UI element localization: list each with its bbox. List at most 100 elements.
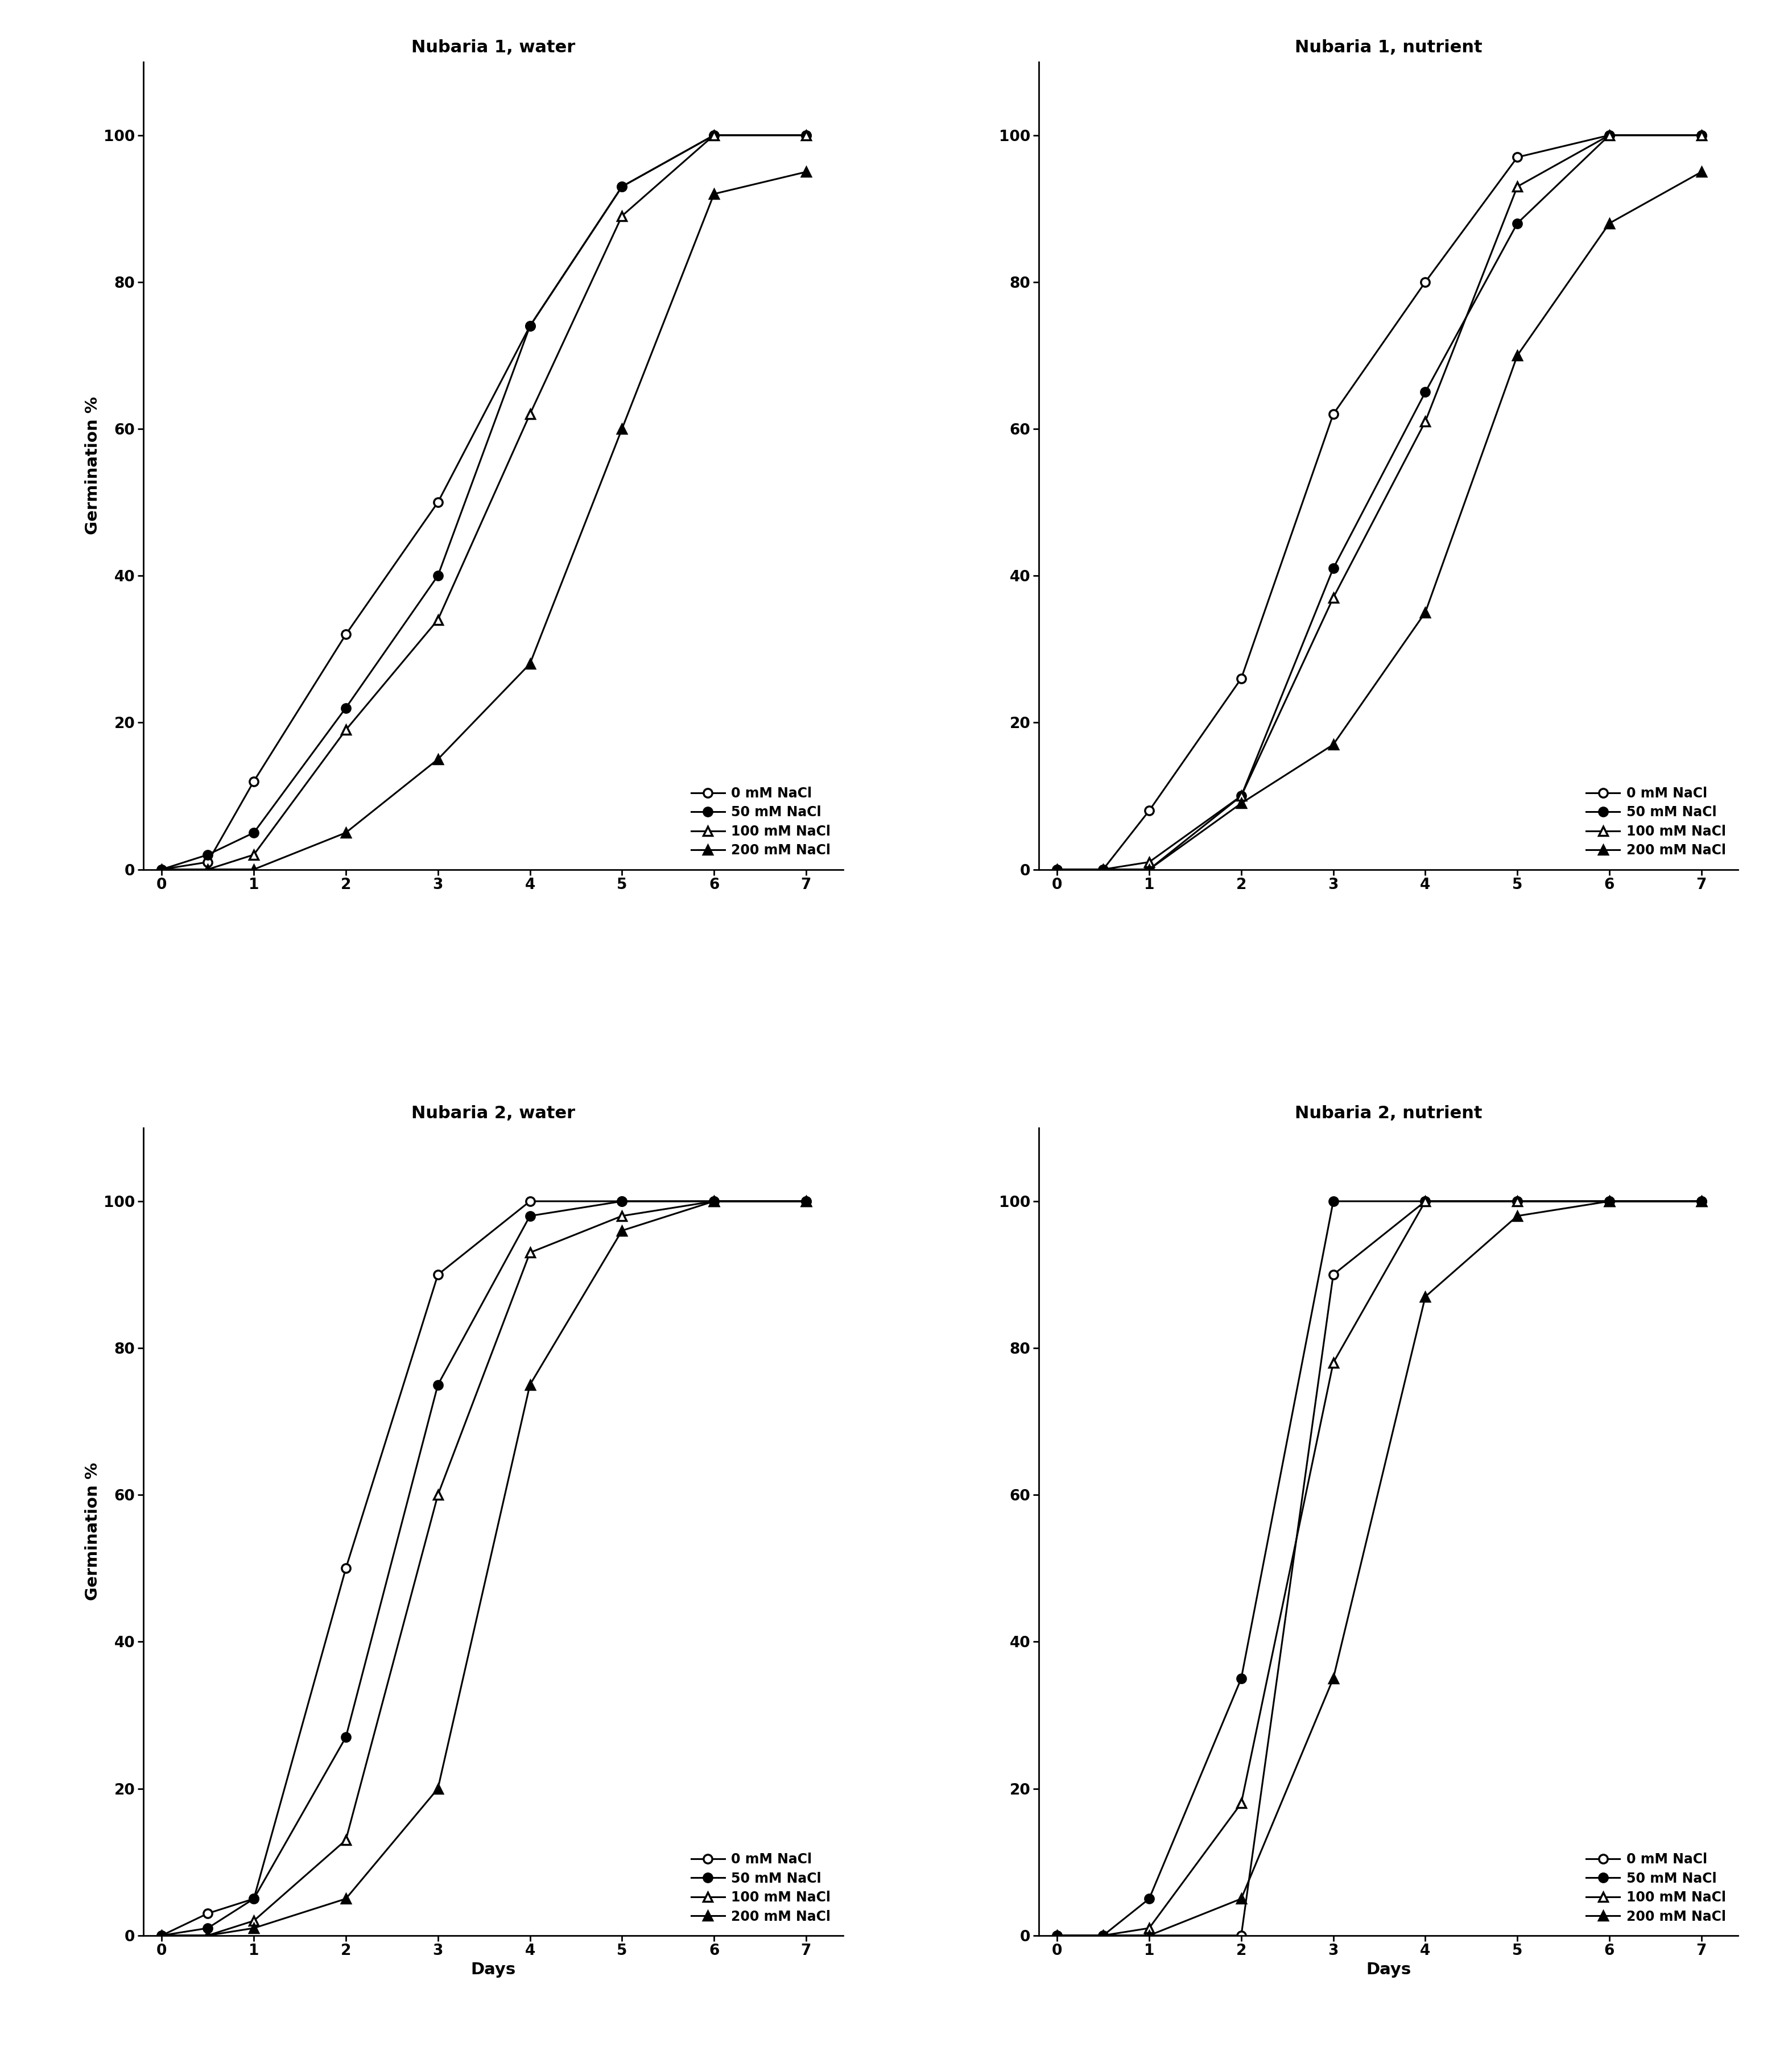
Legend: 0 mM NaCl, 50 mM NaCl, 100 mM NaCl, 200 mM NaCl: 0 mM NaCl, 50 mM NaCl, 100 mM NaCl, 200 … [686,780,837,863]
100 mM NaCl [244,1909,265,1933]
50 mM NaCl [796,1188,817,1213]
50 mM NaCl [611,175,633,200]
100 mM NaCl [1322,585,1344,609]
100 mM NaCl [611,204,633,229]
50 mM NaCl [1507,1188,1529,1213]
200 mM NaCl [611,1219,633,1244]
0 mM NaCl [426,1262,448,1287]
0 mM NaCl [1093,857,1115,881]
200 mM NaCl [1138,1923,1159,1948]
Line: 0 mM NaCl: 0 mM NaCl [1052,1196,1706,1940]
200 mM NaCl [151,1923,172,1948]
0 mM NaCl [335,1557,357,1581]
Legend: 0 mM NaCl, 50 mM NaCl, 100 mM NaCl, 200 mM NaCl: 0 mM NaCl, 50 mM NaCl, 100 mM NaCl, 200 … [1581,1847,1731,1929]
0 mM NaCl [1093,1923,1115,1948]
50 mM NaCl [702,1188,724,1213]
50 mM NaCl [197,1915,219,1940]
0 mM NaCl [1138,799,1159,824]
Line: 100 mM NaCl: 100 mM NaCl [158,1196,810,1940]
200 mM NaCl [1598,210,1620,235]
200 mM NaCl [520,1373,541,1398]
200 mM NaCl [1507,1205,1529,1229]
0 mM NaCl [151,1923,172,1948]
200 mM NaCl [520,651,541,675]
0 mM NaCl [1231,1923,1253,1948]
50 mM NaCl [1138,1886,1159,1911]
Line: 0 mM NaCl: 0 mM NaCl [158,1196,810,1940]
200 mM NaCl [1690,1188,1711,1213]
50 mM NaCl [1507,210,1529,235]
50 mM NaCl [1414,1188,1435,1213]
0 mM NaCl [244,768,265,793]
0 mM NaCl [520,1188,541,1213]
200 mM NaCl [1231,791,1253,815]
100 mM NaCl [1690,124,1711,148]
0 mM NaCl [1690,1188,1711,1213]
Line: 200 mM NaCl: 200 mM NaCl [1052,1196,1706,1940]
200 mM NaCl [426,747,448,772]
200 mM NaCl [702,181,724,206]
0 mM NaCl [151,857,172,881]
0 mM NaCl [1231,667,1253,692]
100 mM NaCl [151,1923,172,1948]
100 mM NaCl [1093,1923,1115,1948]
0 mM NaCl [244,1886,265,1911]
Legend: 0 mM NaCl, 50 mM NaCl, 100 mM NaCl, 200 mM NaCl: 0 mM NaCl, 50 mM NaCl, 100 mM NaCl, 200 … [1581,780,1731,863]
200 mM NaCl [1093,857,1115,881]
50 mM NaCl [151,1923,172,1948]
50 mM NaCl [244,1886,265,1911]
100 mM NaCl [702,124,724,148]
200 mM NaCl [1231,1886,1253,1911]
Y-axis label: Germination %: Germination % [84,397,100,535]
100 mM NaCl [197,1923,219,1948]
Line: 100 mM NaCl: 100 mM NaCl [1052,1196,1706,1940]
200 mM NaCl [1322,733,1344,758]
100 mM NaCl [702,1188,724,1213]
Line: 50 mM NaCl: 50 mM NaCl [1052,1196,1706,1940]
50 mM NaCl [1598,1188,1620,1213]
0 mM NaCl [1690,124,1711,148]
0 mM NaCl [1598,124,1620,148]
200 mM NaCl [1322,1666,1344,1690]
100 mM NaCl [1598,124,1620,148]
100 mM NaCl [151,857,172,881]
100 mM NaCl [1414,1188,1435,1213]
50 mM NaCl [335,1725,357,1750]
200 mM NaCl [1414,599,1435,624]
100 mM NaCl [1507,1188,1529,1213]
50 mM NaCl [151,857,172,881]
Line: 200 mM NaCl: 200 mM NaCl [1052,167,1706,873]
100 mM NaCl [611,1205,633,1229]
0 mM NaCl [520,313,541,338]
0 mM NaCl [426,490,448,515]
0 mM NaCl [197,850,219,875]
Y-axis label: Germination %: Germination % [84,1462,100,1600]
200 mM NaCl [1138,857,1159,881]
50 mM NaCl [1231,784,1253,809]
Line: 100 mM NaCl: 100 mM NaCl [1052,132,1706,873]
100 mM NaCl [1322,1351,1344,1375]
100 mM NaCl [1507,175,1529,200]
100 mM NaCl [1047,857,1068,881]
100 mM NaCl [335,1828,357,1853]
50 mM NaCl [1093,857,1115,881]
200 mM NaCl [335,1886,357,1911]
Legend: 0 mM NaCl, 50 mM NaCl, 100 mM NaCl, 200 mM NaCl: 0 mM NaCl, 50 mM NaCl, 100 mM NaCl, 200 … [686,1847,837,1929]
50 mM NaCl [335,696,357,721]
0 mM NaCl [1414,1188,1435,1213]
50 mM NaCl [796,124,817,148]
50 mM NaCl [1322,556,1344,581]
100 mM NaCl [520,1240,541,1264]
200 mM NaCl [244,857,265,881]
0 mM NaCl [1322,402,1344,426]
50 mM NaCl [1047,1923,1068,1948]
0 mM NaCl [1507,144,1529,169]
50 mM NaCl [1047,857,1068,881]
100 mM NaCl [520,402,541,426]
100 mM NaCl [1414,410,1435,434]
Line: 50 mM NaCl: 50 mM NaCl [158,132,810,873]
100 mM NaCl [796,124,817,148]
Title: Nubaria 2, water: Nubaria 2, water [410,1106,575,1122]
Line: 100 mM NaCl: 100 mM NaCl [158,132,810,873]
200 mM NaCl [426,1777,448,1802]
